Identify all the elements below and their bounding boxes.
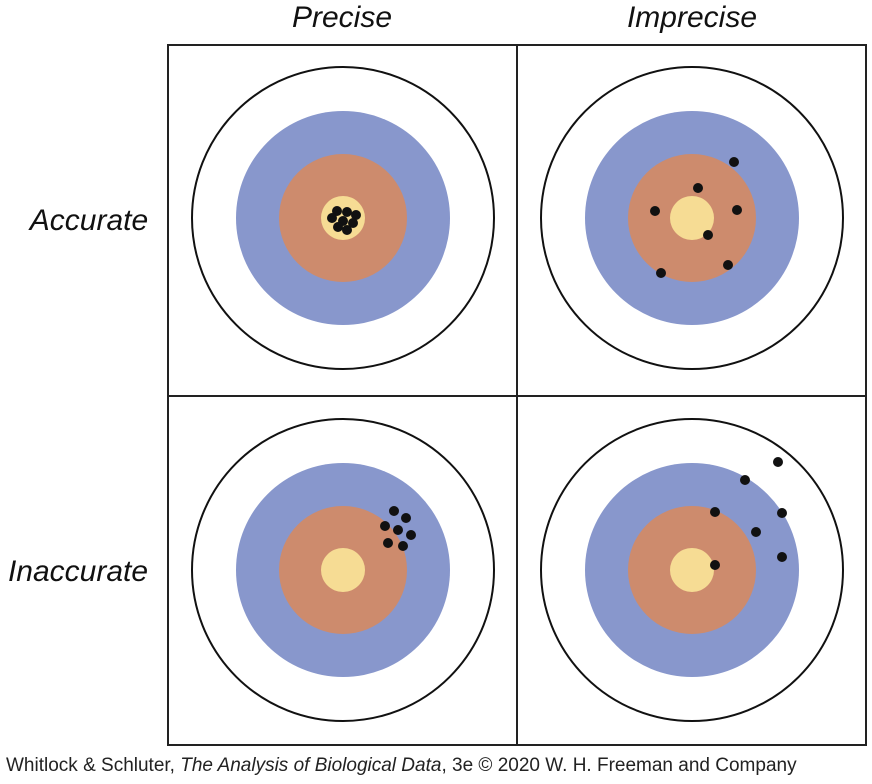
hit-mark <box>333 222 343 232</box>
hit-mark <box>777 552 787 562</box>
hit-mark <box>751 527 761 537</box>
caption-authors: Whitlock & Schluter, <box>6 755 181 776</box>
target-accurate-precise <box>191 66 495 370</box>
hit-mark <box>773 457 783 467</box>
column-header-imprecise: Imprecise <box>627 1 757 34</box>
row-header-accurate: Accurate <box>28 204 148 237</box>
bullseye <box>670 548 714 592</box>
hit-mark <box>348 218 358 228</box>
hit-mark <box>710 560 720 570</box>
hit-mark <box>729 157 739 167</box>
grid-frame <box>167 44 867 746</box>
hit-mark <box>327 213 337 223</box>
target-accurate-imprecise <box>540 66 844 370</box>
hit-mark <box>703 230 713 240</box>
hit-mark <box>656 268 666 278</box>
hit-mark <box>351 210 361 220</box>
hit-mark <box>650 206 660 216</box>
hit-mark <box>723 260 733 270</box>
bullseye <box>670 196 714 240</box>
column-header-precise: Precise <box>292 1 392 34</box>
hit-mark <box>380 521 390 531</box>
figure-caption: Whitlock & Schluter, The Analysis of Bio… <box>6 755 797 777</box>
hit-mark <box>383 538 393 548</box>
hit-mark <box>342 225 352 235</box>
hit-mark <box>740 475 750 485</box>
hit-mark <box>693 183 703 193</box>
target-panels <box>191 66 844 722</box>
hit-mark <box>406 530 416 540</box>
target-diagram: Precise Imprecise Accurate Inaccurate <box>8 1 867 746</box>
hit-mark <box>332 206 342 216</box>
target-inaccurate-imprecise <box>540 418 844 722</box>
row-header-inaccurate: Inaccurate <box>8 555 148 588</box>
caption-book-title: The Analysis of Biological Data <box>180 755 442 776</box>
hit-mark <box>401 513 411 523</box>
target-inaccurate-precise <box>191 418 495 722</box>
hit-mark <box>732 205 742 215</box>
hit-mark <box>398 541 408 551</box>
caption-edition-copyright: , 3e © 2020 W. H. Freeman and Company <box>441 755 797 776</box>
hit-mark <box>393 525 403 535</box>
hit-mark <box>389 506 399 516</box>
hit-mark <box>777 508 787 518</box>
bullseye <box>321 548 365 592</box>
hit-mark <box>710 507 720 517</box>
hit-mark <box>342 207 352 217</box>
